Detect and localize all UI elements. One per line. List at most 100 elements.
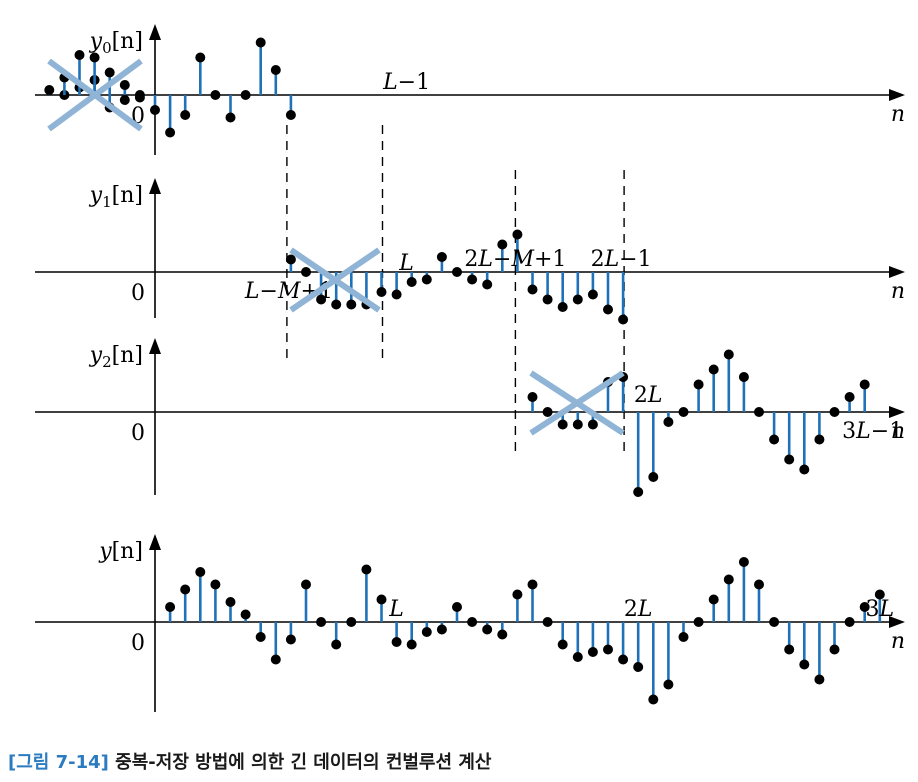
index-label: 2L−1 [591, 247, 652, 272]
y-axis-label: y[n] [98, 539, 143, 564]
sample-point [603, 644, 613, 655]
caption-tag: [그림 7-14] [8, 752, 109, 773]
sample-point [708, 594, 719, 605]
sample-point [44, 85, 55, 95]
index-label: 2L [634, 383, 663, 408]
x-axis-arrow [889, 616, 905, 628]
sample-point [285, 254, 296, 265]
y-axis-arrow [149, 178, 161, 194]
sample-point [104, 67, 115, 78]
caption-text: 중복-저장 방법에 의한 긴 데이터의 컨벌루션 계산 [115, 752, 492, 773]
index-label: 2L [624, 597, 653, 622]
sample-point [769, 434, 780, 445]
y-axis-arrow [149, 338, 161, 354]
sample-point [618, 654, 629, 665]
sample-point [452, 267, 462, 277]
sample-point [723, 574, 734, 585]
sample-point [195, 567, 206, 577]
sample-point [119, 80, 130, 90]
sample-point [376, 287, 387, 297]
x-axis-label: n [891, 279, 905, 304]
discard-cross-stroke [529, 370, 625, 436]
sample-point [587, 289, 598, 300]
sample-point [587, 647, 598, 657]
sample-point [693, 379, 704, 390]
sample-point [452, 602, 462, 612]
sample-point [331, 639, 342, 650]
sample-point [829, 407, 840, 417]
sample-point [542, 617, 553, 627]
sample-point [225, 597, 236, 607]
index-label: L [398, 251, 414, 276]
sample-point [285, 634, 296, 645]
sample-point [346, 617, 357, 627]
sample-point [134, 92, 145, 103]
sample-point [859, 602, 870, 612]
sample-point [874, 589, 885, 600]
signal-panels: y0[n]0 nL−1y1[n]0 nL−M+1L 2L−M+1 2L−1y2[n]0 n… [35, 24, 905, 712]
panel-y1: y1[n]0 nL−M+1L 2L−M+1 2L−1 [35, 178, 905, 325]
x-axis-label: n [891, 102, 905, 127]
sample-point [527, 284, 538, 295]
sample-point [391, 637, 402, 647]
sample-point [210, 90, 221, 100]
sample-point [557, 419, 568, 430]
x-axis-arrow [889, 89, 905, 101]
x-axis-label: n [891, 419, 905, 444]
sample-point [844, 392, 855, 402]
sample-point [542, 294, 553, 305]
sample-point [436, 252, 447, 262]
panel-y: y[n] 0 n L 2L 3L [35, 534, 905, 712]
sample-point [587, 419, 598, 430]
sample-point [814, 434, 825, 445]
index-label: 3L−1 [842, 419, 903, 444]
sample-point [497, 239, 508, 250]
sample-point [165, 127, 176, 138]
sample-point [648, 694, 659, 705]
sample-point [421, 627, 432, 637]
sample-point [603, 304, 613, 315]
sample-point [512, 229, 523, 240]
sample-point [542, 407, 553, 417]
sample-point [754, 579, 764, 590]
sample-point [482, 279, 493, 290]
sample-point [527, 392, 538, 402]
sample-point [406, 277, 417, 287]
origin-label: 0 [131, 421, 145, 446]
discard-crosses [47, 58, 625, 436]
y-axis-arrow [149, 534, 161, 550]
panel-y2: y2[n] 0 n 2L 3L−1 [35, 338, 905, 497]
sample-point [255, 632, 266, 642]
sample-point [663, 417, 674, 427]
sample-point [844, 617, 855, 627]
sample-point [754, 407, 764, 417]
sample-point [557, 639, 568, 650]
origin-label: 0 [131, 281, 145, 306]
y-axis-label: y2[n] [89, 343, 143, 371]
sample-point [240, 90, 251, 100]
sample-point [361, 564, 372, 575]
sample-point [467, 617, 478, 627]
index-label: 2L−M+1 [464, 247, 566, 272]
sample-point [678, 632, 689, 642]
sample-point [784, 644, 795, 655]
sample-point [467, 274, 478, 285]
sample-point [572, 419, 583, 430]
sample-point [678, 407, 689, 417]
y-axis-label: y1[n] [89, 183, 143, 211]
sample-point [285, 110, 296, 120]
sample-point [210, 579, 221, 590]
sample-point [89, 52, 100, 63]
sample-point [618, 314, 629, 325]
sample-point [572, 652, 583, 662]
sample-point [331, 299, 342, 310]
sample-point [648, 472, 659, 482]
discard-cross-stroke [47, 58, 143, 132]
sample-point [572, 294, 583, 305]
sample-point [497, 629, 508, 640]
sample-point [301, 579, 311, 590]
sample-point [270, 654, 281, 665]
sample-point [663, 679, 674, 690]
sample-point [180, 584, 191, 595]
panel-y0: y0[n]0 nL−1 [35, 24, 905, 155]
